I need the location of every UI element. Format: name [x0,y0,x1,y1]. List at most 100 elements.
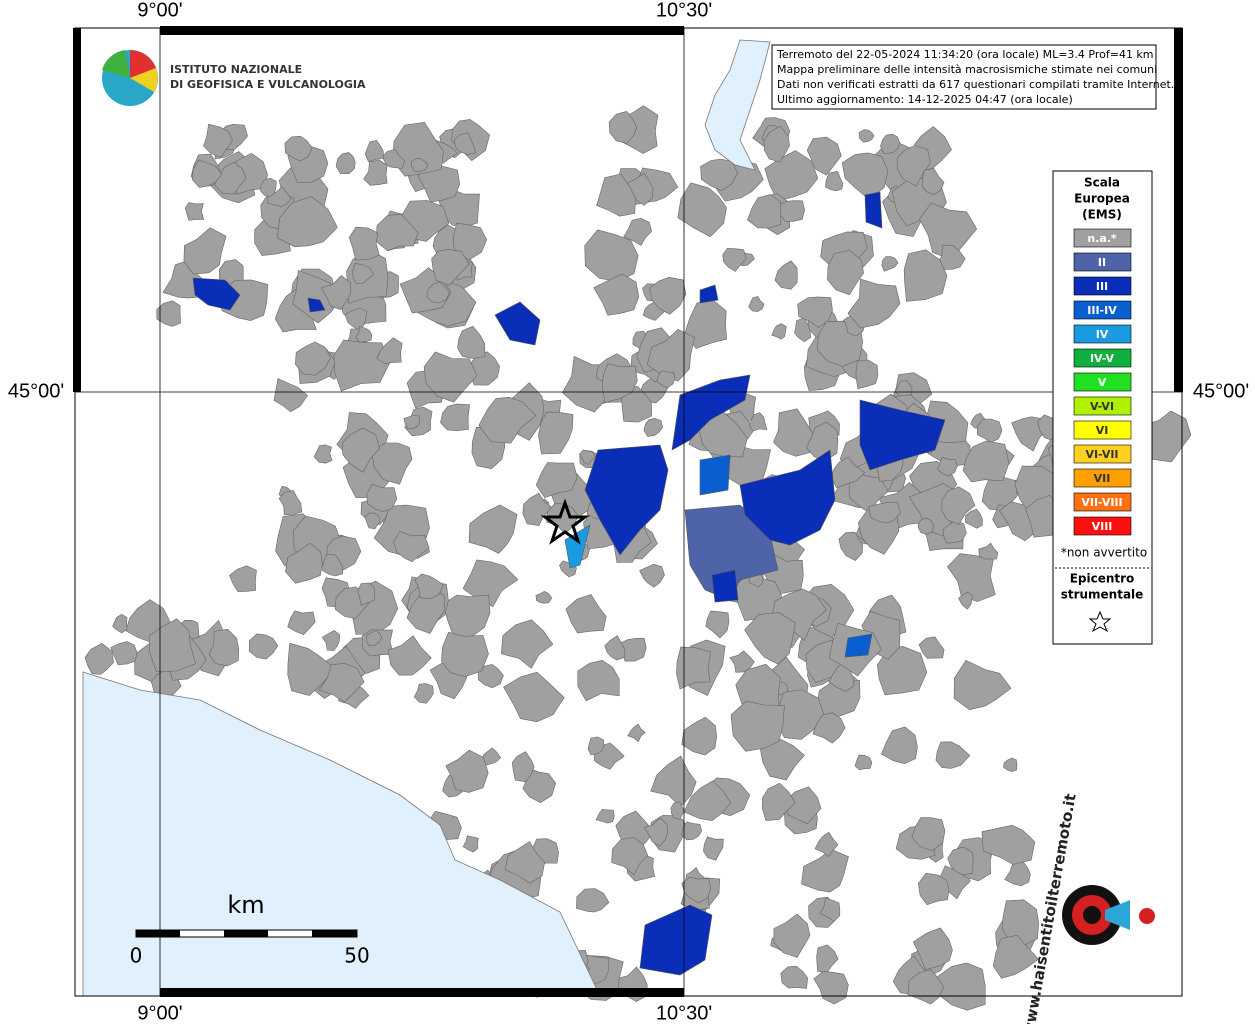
municipality [896,145,931,187]
municipality [644,817,668,847]
legend-note: *non avvertito [1061,546,1147,560]
graticule [75,28,1182,996]
municipality [941,486,976,525]
area-iii [699,284,719,304]
municipality [814,831,839,858]
municipality [981,824,1036,865]
municipality [478,396,537,444]
municipality [535,590,553,604]
municipality [156,300,181,327]
legend-star [1088,610,1112,633]
municipality [703,836,724,861]
scale-unit: km [227,891,264,919]
lat-label: 45°00' [1193,380,1249,402]
municipality [365,630,383,647]
logo-segment [102,50,130,78]
municipality [670,801,685,820]
legend-swatch [1073,468,1132,488]
municipality [376,337,403,364]
municipalities [84,105,1192,1011]
legend-label: III [1096,280,1108,293]
municipality [621,386,652,423]
municipality [294,341,331,376]
municipality [881,256,899,272]
municipality [522,492,555,526]
municipality [880,133,901,155]
legend-swatch [1073,276,1132,296]
municipality [387,635,432,676]
legend-swatch [1073,492,1132,512]
municipality [918,636,945,659]
area-iii [864,191,883,229]
municipality [285,542,323,584]
municipality [876,645,928,696]
municipality [935,741,971,769]
lat-label: 45°00' [8,380,64,402]
municipality [445,749,489,793]
municipality [794,317,812,343]
municipality [912,927,953,971]
municipality [522,767,557,804]
area-iii [192,277,241,311]
municipality [763,125,790,163]
municipality [1002,899,1040,947]
municipality [681,716,718,756]
municipality [623,217,652,246]
municipality [452,222,488,260]
municipality [352,263,375,285]
municipality [110,641,138,666]
municipality [511,751,535,783]
lon-label: 10°30' [656,1002,712,1024]
legend-label: IV-V [1090,352,1115,365]
legend-swatch [1073,420,1132,440]
municipality [260,177,277,198]
municipality [183,227,227,275]
municipality [148,618,196,673]
municipality [363,159,388,186]
municipality [278,490,303,516]
municipality [364,512,381,530]
municipality [267,186,292,207]
scale-end: 50 [344,944,369,968]
municipality [681,821,703,841]
legend-swatch [1073,348,1132,368]
info-box [771,44,1157,110]
municipality [426,281,450,303]
legend-swatch [1073,324,1132,344]
municipality [587,736,605,756]
municipality [761,782,796,821]
municipality [681,876,712,904]
municipality [284,135,313,162]
frame-band [160,26,684,35]
municipality [819,897,841,922]
municipality [770,588,827,642]
municipality [881,726,918,765]
municipality [962,440,1010,483]
municipality [700,158,738,191]
municipality [371,442,413,485]
legend-label: VIII [1092,520,1113,533]
legend-swatch [1073,372,1132,392]
municipality [453,132,477,155]
logo-segment [130,68,158,92]
municipality [565,594,607,634]
municipality [322,553,344,577]
municipality [348,226,380,261]
municipality [921,168,945,195]
municipality [577,659,620,702]
institute-name: ISTITUTO NAZIONALE [170,63,302,76]
legend-swatch [1073,516,1132,536]
info-line: Ultimo aggiornamento: 14-12-2025 04:47 (… [777,93,1073,106]
municipality [958,591,973,610]
municipality [313,444,333,464]
municipality [381,149,406,169]
municipality [611,837,649,876]
area-iii [307,297,326,313]
municipality [649,276,687,315]
municipality [797,296,833,328]
info-line: Dati non verificati estratti da 617 ques… [777,78,1174,91]
info-line: Mappa preliminare delle intensità macros… [777,63,1157,76]
municipality [410,158,429,173]
frame-band [1174,28,1183,392]
